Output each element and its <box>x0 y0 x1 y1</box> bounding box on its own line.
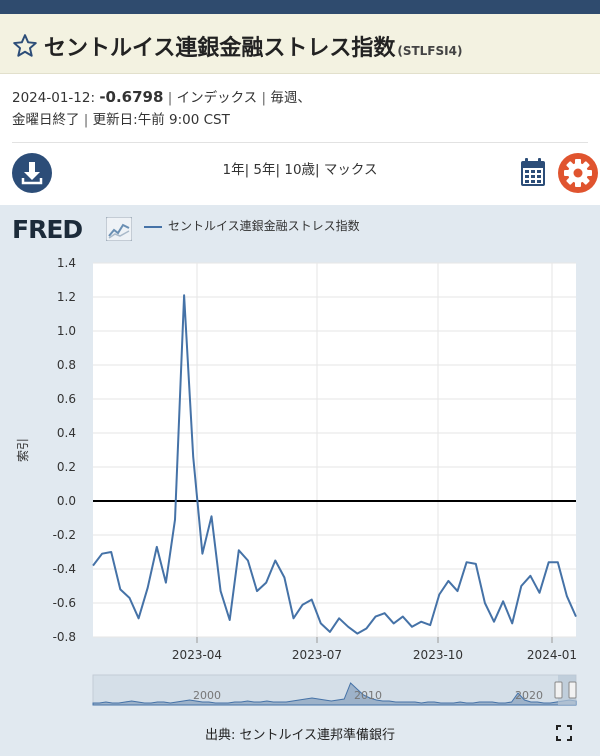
chart-source: 出典: セントルイス連邦準備銀行 <box>204 728 396 743</box>
y-axis-label: 索引 <box>16 438 30 462</box>
frequency: 毎週、 <box>270 90 311 106</box>
y-tick-label: -0.6 <box>53 596 76 610</box>
date-range-selector: 1年| 5年| 10歳| マックス <box>222 162 378 178</box>
y-tick-label: 0.2 <box>57 460 76 474</box>
range-5y[interactable]: 5年 <box>253 162 276 178</box>
settings-button[interactable] <box>558 153 598 193</box>
series-meta: 2024-01-12: -0.6798 | インデックス | 毎週、 金曜日終了… <box>12 88 311 128</box>
legend-label: セントルイス連銀金融ストレス指数 <box>168 219 360 233</box>
updated-value: 午前 9:00 CST <box>137 112 230 128</box>
observation-value: -0.6798 <box>99 88 164 106</box>
gear-icon <box>564 159 592 187</box>
series-line <box>92 294 577 635</box>
observation-date: 2024-01-12: <box>12 90 96 106</box>
series-title-bar: セントルイス連銀金融ストレス指数 (STLFSI4) <box>0 14 600 74</box>
navigator-series <box>92 682 577 706</box>
fred-logo: FRED <box>12 215 83 244</box>
page-title: セントルイス連銀金融ストレス指数 (STLFSI4) <box>44 30 462 62</box>
y-tick-label: 0.6 <box>57 392 76 406</box>
legend-swatch <box>144 225 162 228</box>
series-id: (STLFSI4) <box>397 44 463 58</box>
y-tick-label: -0.4 <box>53 562 76 576</box>
navigator-label: 2020 <box>515 689 543 702</box>
fullscreen-icon[interactable] <box>556 725 572 741</box>
download-icon <box>21 162 43 185</box>
navigator-label: 2000 <box>193 689 221 702</box>
y-tick-label: 0.0 <box>57 494 76 508</box>
range-10y[interactable]: 10歳 <box>284 162 316 178</box>
chart-area[interactable]: 1.4 1.2 1.0 0.8 0.6 0.4 0.2 0.0 -0.2 -0.4 -0.6 -0.8… <box>0 205 600 756</box>
y-tick-label: 1.2 <box>57 290 76 304</box>
plot-background <box>93 263 576 637</box>
y-tick-label: -0.8 <box>53 630 76 644</box>
star-icon[interactable] <box>12 33 38 59</box>
y-tick-label: 1.4 <box>57 256 76 270</box>
y-tick-label: 0.8 <box>57 358 76 372</box>
x-tick-label: 2024-01 <box>527 648 577 662</box>
divider <box>12 142 588 143</box>
y-tick-label: 1.0 <box>57 324 76 338</box>
calendar-icon[interactable] <box>519 157 547 187</box>
units-link[interactable]: インデックス <box>176 90 258 106</box>
y-tick-label: 0.4 <box>57 426 76 440</box>
top-bar <box>0 0 600 14</box>
chart-panel: FRED セントルイス連銀金融ストレス指数 1.4 1.2 1.0 0.8 0.6 0.4… <box>0 205 600 756</box>
x-tick-label: 2023-07 <box>292 648 342 662</box>
navigator-handle-left[interactable] <box>554 681 563 699</box>
frequency-detail: 金曜日終了 <box>12 112 80 128</box>
range-max[interactable]: マックス <box>323 162 378 178</box>
x-tick-label: 2023-04 <box>172 648 222 662</box>
navigator-label: 2010 <box>354 689 382 702</box>
fred-chart-logo-icon <box>106 217 132 241</box>
chart-legend: セントルイス連銀金融ストレス指数 <box>144 217 360 234</box>
y-tick-label: -0.2 <box>53 528 76 542</box>
range-1y[interactable]: 1年 <box>222 162 245 178</box>
updated-label: 更新日: <box>92 112 138 128</box>
x-tick-label: 2023-10 <box>413 648 463 662</box>
series-title: セントルイス連銀金融ストレス指数 <box>44 36 396 61</box>
download-button[interactable] <box>12 153 52 193</box>
navigator-handle-right[interactable] <box>568 681 577 699</box>
